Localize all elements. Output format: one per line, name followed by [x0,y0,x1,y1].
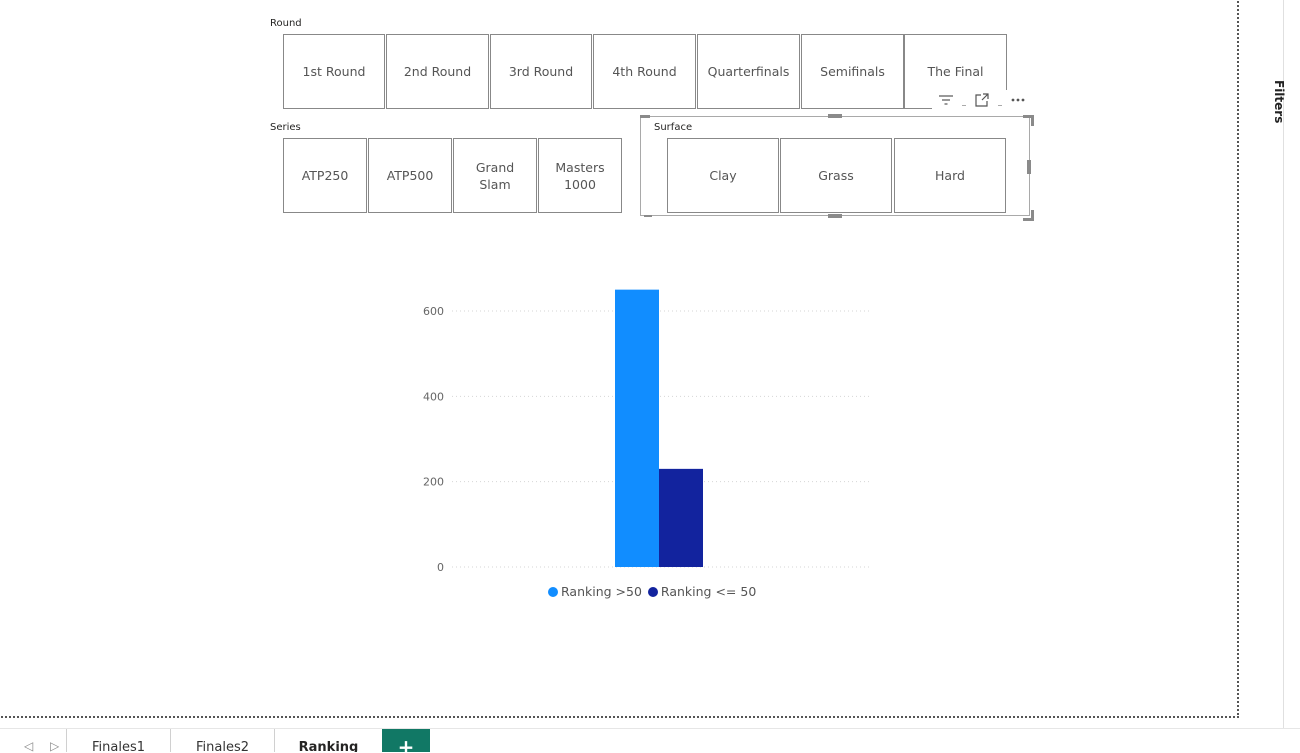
page-tab-bar: ◁ ▷ Finales1 Finales2 Ranking + [0,728,1300,753]
series-slicer-title: Series [270,122,301,133]
series-tile-masters-1000[interactable]: Masters 1000 [538,138,622,213]
series-tile-label: Grand Slam [475,159,515,192]
chart-legend: Ranking >50 Ranking <= 50 [548,584,756,599]
series-tile-grand-slam[interactable]: Grand Slam [453,138,537,213]
round-tile-label: The Final [927,64,984,79]
more-options-icon[interactable] [1008,90,1028,110]
surface-slicer-title: Surface [654,122,693,133]
surface-tile-hard[interactable]: Hard [894,138,1006,213]
round-tile-label: Semifinals [820,64,885,79]
resize-corner-bottom-right[interactable] [1023,210,1034,221]
legend-dot-icon [548,586,558,597]
round-tile-quarterfinals[interactable]: Quarterfinals [697,34,800,109]
legend-dot-icon [647,586,658,597]
round-tile-1st-round[interactable]: 1st Round [283,34,385,109]
series-tile-label: Masters 1000 [555,159,605,192]
y-tick-label: 0 [437,561,444,574]
resize-handle-right[interactable] [1027,160,1031,174]
tab-scroll-right-icon[interactable]: ▷ [50,739,60,753]
resize-corner-bottom-left[interactable] [644,213,652,217]
round-tile-label: 2nd Round [403,64,472,79]
surface-tile-label: Hard [935,168,965,183]
series-tile-label: ATP500 [386,168,434,183]
focus-mode-icon[interactable] [972,90,992,110]
add-page-button[interactable]: + [382,729,430,752]
bar-ranking-50[interactable] [615,289,659,567]
filters-pane-collapsed[interactable] [1283,0,1300,728]
round-tile-semifinals[interactable]: Semifinals [801,34,904,109]
resize-handle-bottom[interactable] [828,214,842,218]
round-tile-label: 3rd Round [508,64,574,79]
resize-corner-top-left[interactable] [640,115,650,126]
y-tick-label: 400 [423,390,444,403]
series-tile-atp250[interactable]: ATP250 [283,138,367,213]
series-tile-atp500[interactable]: ATP500 [368,138,452,213]
resize-handle-top[interactable] [828,114,842,118]
surface-tile-clay[interactable]: Clay [667,138,779,213]
surface-tile-label: Clay [709,168,737,183]
legend-item-ranking-50[interactable]: Ranking >50 [548,584,642,599]
round-tile-label: 4th Round [612,64,677,79]
round-tile-label: Quarterfinals [707,64,790,79]
legend-label: Ranking >50 [561,584,642,599]
round-tile-2nd-round[interactable]: 2nd Round [386,34,489,109]
visual-header [932,90,1032,110]
round-tile-label: 1st Round [302,64,366,79]
surface-tile-label: Grass [818,168,854,183]
y-tick-label: 200 [423,476,444,489]
round-tile-4th-round[interactable]: 4th Round [593,34,696,109]
tab-scroll-left-icon[interactable]: ◁ [24,739,34,753]
filter-icon[interactable] [936,90,956,110]
resize-corner-top-right[interactable] [1023,115,1034,126]
report-canvas [0,0,1239,718]
tab-ranking[interactable]: Ranking [274,729,382,752]
round-slicer-title: Round [270,18,302,29]
round-tile-3rd-round[interactable]: 3rd Round [490,34,592,109]
surface-tile-grass[interactable]: Grass [780,138,892,213]
series-tile-label: ATP250 [301,168,349,183]
y-tick-label: 600 [423,305,444,318]
legend-label: Ranking <= 50 [660,584,757,599]
tab-finales1[interactable]: Finales1 [66,729,170,752]
tab-finales2[interactable]: Finales2 [170,729,274,752]
ranking-column-chart: 0 200 400 600 [423,289,870,574]
legend-item-ranking-50[interactable]: Ranking <= 50 [647,584,757,599]
bar-ranking-50[interactable] [659,468,703,567]
